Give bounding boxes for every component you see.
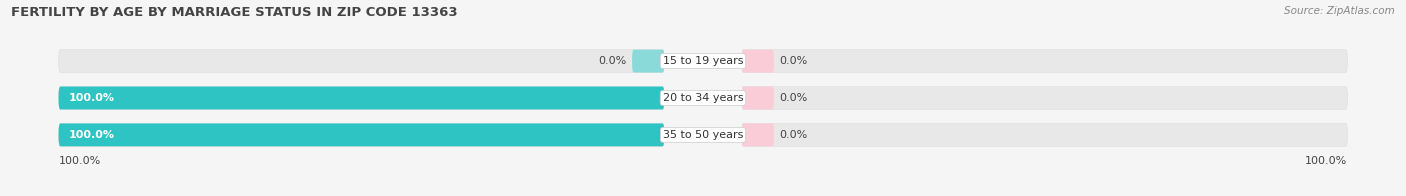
Text: FERTILITY BY AGE BY MARRIAGE STATUS IN ZIP CODE 13363: FERTILITY BY AGE BY MARRIAGE STATUS IN Z…	[11, 6, 458, 19]
Text: 0.0%: 0.0%	[779, 93, 807, 103]
FancyBboxPatch shape	[742, 50, 773, 73]
Text: 0.0%: 0.0%	[599, 56, 627, 66]
FancyBboxPatch shape	[742, 87, 1347, 109]
Text: 35 to 50 years: 35 to 50 years	[662, 130, 744, 140]
FancyBboxPatch shape	[59, 87, 665, 109]
Text: 100.0%: 100.0%	[69, 130, 114, 140]
Text: 0.0%: 0.0%	[779, 130, 807, 140]
FancyBboxPatch shape	[742, 50, 1347, 73]
Text: 100.0%: 100.0%	[69, 93, 114, 103]
FancyBboxPatch shape	[742, 87, 773, 109]
Text: 0.0%: 0.0%	[779, 56, 807, 66]
FancyBboxPatch shape	[742, 123, 773, 146]
FancyBboxPatch shape	[59, 123, 665, 146]
FancyBboxPatch shape	[59, 50, 665, 73]
FancyBboxPatch shape	[59, 87, 665, 109]
FancyBboxPatch shape	[742, 123, 1347, 146]
Text: 15 to 19 years: 15 to 19 years	[662, 56, 744, 66]
Text: 20 to 34 years: 20 to 34 years	[662, 93, 744, 103]
FancyBboxPatch shape	[59, 123, 665, 146]
Text: 100.0%: 100.0%	[1305, 156, 1347, 166]
Text: 100.0%: 100.0%	[59, 156, 101, 166]
Text: Source: ZipAtlas.com: Source: ZipAtlas.com	[1284, 6, 1395, 16]
FancyBboxPatch shape	[633, 50, 665, 73]
